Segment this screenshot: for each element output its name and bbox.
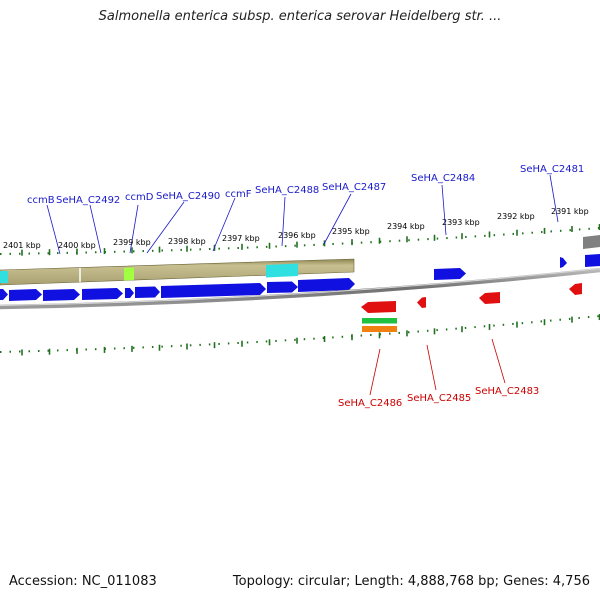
kbp-label: 2392 kbp <box>497 212 535 221</box>
gene-label-SeHA_C2484[interactable]: SeHA_C2484 <box>411 173 475 184</box>
gene-label-SeHA_C2487[interactable]: SeHA_C2487 <box>322 182 386 193</box>
lime-feature <box>124 267 134 281</box>
orange-feature[interactable] <box>362 326 397 332</box>
genome-summary: Topology: circular; Length: 4,888,768 bp… <box>232 574 590 589</box>
kbp-label: 2401 kbp <box>3 241 41 250</box>
cds-arrow[interactable] <box>9 289 42 301</box>
gene-label-SeHA_C2481[interactable]: SeHA_C2481 <box>520 164 584 175</box>
cds-arrow[interactable] <box>43 289 80 301</box>
cds-arrow[interactable] <box>434 268 466 280</box>
kbp-label: 2396 kbp <box>278 231 316 240</box>
kbp-labels: 2401 kbp 2400 kbp 2399 kbp 2398 kbp 2397… <box>3 207 589 250</box>
gene-label-SeHA_C2486[interactable]: SeHA_C2486 <box>338 398 402 409</box>
forward-leader-lines <box>46 174 559 255</box>
operon-band <box>0 258 355 286</box>
gene-label-SeHA_C2485[interactable]: SeHA_C2485 <box>407 393 471 404</box>
gene-label-SeHA_C2483[interactable]: SeHA_C2483 <box>475 386 539 397</box>
rev-cds-arrow[interactable] <box>361 301 396 313</box>
gene-label-ccmF[interactable]: ccmF <box>225 189 252 200</box>
inner-major-ticks <box>21 314 600 356</box>
kbp-label: 2398 kbp <box>168 237 206 246</box>
kbp-label: 2400 kbp <box>58 241 96 250</box>
rev-cds-arrow[interactable] <box>479 292 500 304</box>
kbp-label: 2391 kbp <box>551 207 589 216</box>
backbone-highlight <box>0 268 600 306</box>
reverse-cds-track <box>361 283 582 332</box>
gene-label-ccmB[interactable]: ccmB <box>27 195 55 206</box>
cds-arrow[interactable] <box>161 283 266 298</box>
cds-arrow[interactable] <box>585 254 600 267</box>
rev-cds-arrow[interactable] <box>417 297 426 308</box>
cds-arrow[interactable] <box>125 288 134 298</box>
genome-backbone <box>0 267 600 310</box>
rev-cds-arrow[interactable] <box>569 283 582 295</box>
kbp-label: 2395 kbp <box>332 227 370 236</box>
cds-arrow[interactable] <box>0 289 8 300</box>
gene-label-ccmD[interactable]: ccmD <box>125 192 154 203</box>
cyan-feature-left <box>0 271 8 283</box>
kbp-label: 2394 kbp <box>387 222 425 231</box>
cds-arrow[interactable] <box>560 257 567 268</box>
cds-arrow[interactable] <box>82 288 123 300</box>
green-feature[interactable] <box>362 318 397 324</box>
gray-feature[interactable] <box>583 235 600 249</box>
gene-label-SeHA_C2490[interactable]: SeHA_C2490 <box>156 191 220 202</box>
forward-gene-labels: ccmB SeHA_C2492 ccmD SeHA_C2490 ccmF SeH… <box>27 164 584 206</box>
kbp-label: 2397 kbp <box>222 234 260 243</box>
forward-cds-track <box>0 235 600 301</box>
map-title: Salmonella enterica subsp. enterica sero… <box>98 9 502 24</box>
inner-tick-ring <box>0 315 600 353</box>
reverse-gene-labels: SeHA_C2486 SeHA_C2485 SeHA_C2483 <box>338 386 539 409</box>
cyan-feature <box>266 263 298 278</box>
gene-label-SeHA_C2488[interactable]: SeHA_C2488 <box>255 185 319 196</box>
gene-label-SeHA_C2492[interactable]: SeHA_C2492 <box>56 195 120 206</box>
cds-arrow[interactable] <box>298 278 355 292</box>
reverse-leader-lines <box>369 338 506 396</box>
kbp-label: 2399 kbp <box>113 238 151 247</box>
kbp-label: 2393 kbp <box>442 218 480 227</box>
accession-label: Accession: NC_011083 <box>9 574 157 589</box>
cds-arrow[interactable] <box>267 281 298 294</box>
cds-arrow[interactable] <box>135 286 160 299</box>
